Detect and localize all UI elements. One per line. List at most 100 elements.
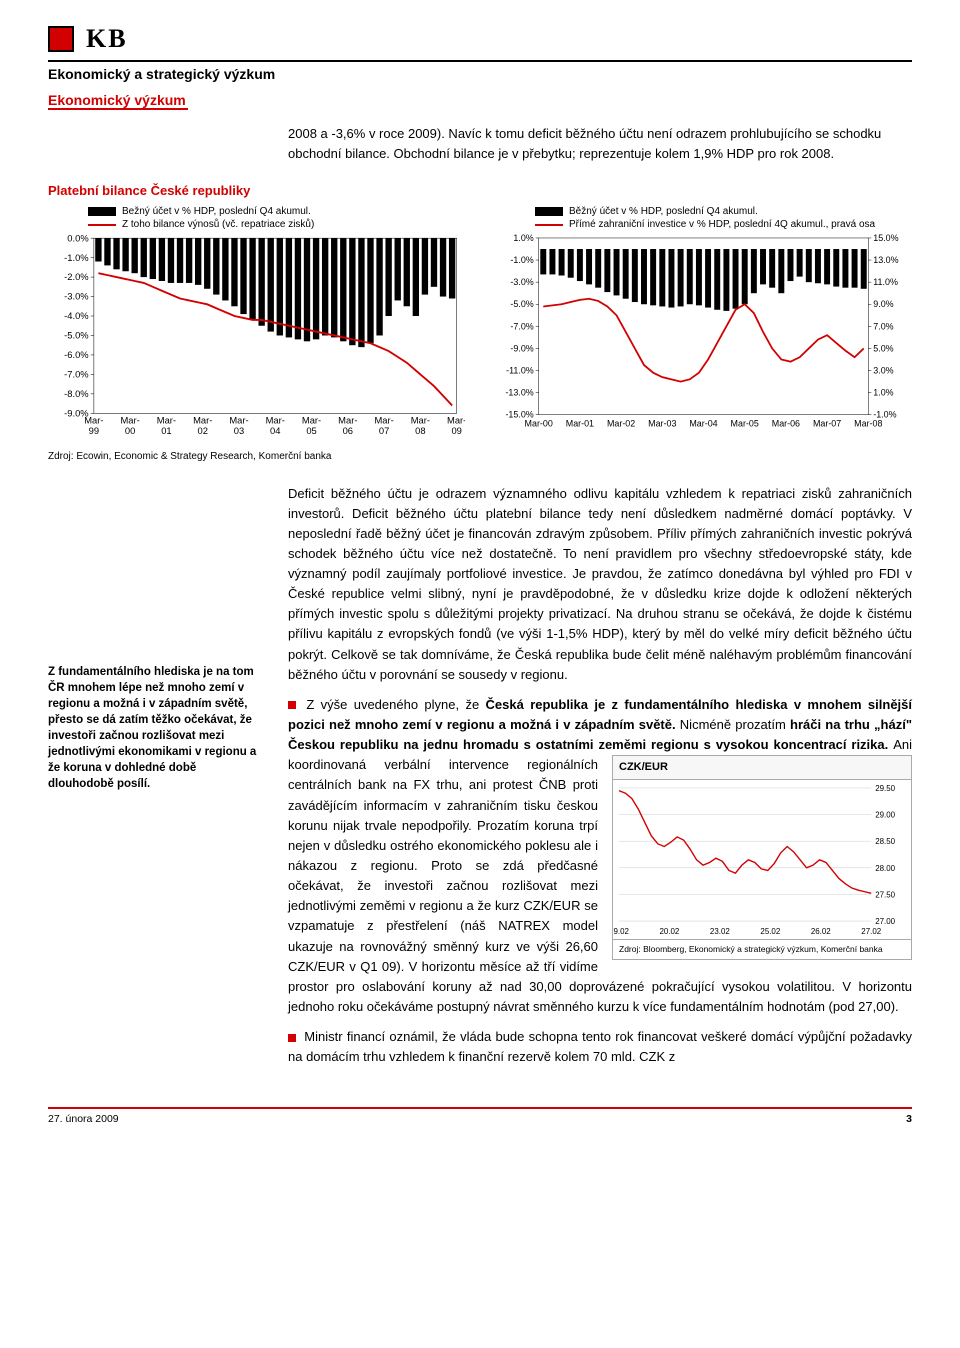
svg-text:09: 09: [451, 426, 461, 436]
svg-text:02: 02: [197, 426, 207, 436]
svg-text:28.00: 28.00: [875, 864, 895, 873]
side-note: Z fundamentálního hlediska je na tom ČR …: [48, 484, 264, 1078]
svg-text:05: 05: [306, 426, 316, 436]
svg-text:Mar-00: Mar-00: [525, 419, 553, 429]
svg-text:25.02: 25.02: [760, 927, 780, 936]
chart2-legend: Běžný účet v % HDP, poslední Q4 akumul. …: [495, 206, 912, 230]
czk-chart-svg: 29.50 29.00 28.50 28.00 27.50 27.00 19.02 20.02…: [613, 780, 911, 939]
chart1-legend: Bežný účet v % HDP, poslední Q4 akumul. …: [48, 206, 465, 230]
svg-text:Mar-: Mar-: [447, 416, 465, 426]
svg-text:Mar-: Mar-: [229, 416, 248, 426]
svg-text:Mar-01: Mar-01: [566, 419, 594, 429]
svg-text:26.02: 26.02: [811, 927, 831, 936]
svg-text:28.50: 28.50: [875, 838, 895, 847]
czk-chart-source: Zdroj: Bloomberg, Ekonomický a strategic…: [613, 939, 911, 959]
svg-text:29.00: 29.00: [875, 811, 895, 820]
header-rule: [48, 60, 912, 62]
bar-swatch-icon: [535, 207, 563, 216]
svg-text:Mar-05: Mar-05: [731, 419, 759, 429]
svg-text:Mar-04: Mar-04: [689, 419, 717, 429]
svg-text:3.0%: 3.0%: [873, 365, 893, 375]
svg-text:7.0%: 7.0%: [873, 321, 893, 331]
svg-text:-1.0%: -1.0%: [510, 255, 533, 265]
svg-text:13.0%: 13.0%: [873, 255, 898, 265]
svg-text:01: 01: [161, 426, 171, 436]
svg-text:29.50: 29.50: [875, 784, 895, 793]
paragraph-2: Z výše uvedeného plyne, že Česká republi…: [288, 695, 912, 1017]
svg-text:-11.0%: -11.0%: [506, 365, 534, 375]
bullet-icon: [288, 1034, 296, 1042]
czk-chart-title: CZK/EUR: [613, 756, 911, 780]
paragraph-3: Ministr financí oznámil, že vláda bude s…: [288, 1027, 912, 1067]
svg-text:Mar-06: Mar-06: [772, 419, 800, 429]
svg-text:-3.0%: -3.0%: [64, 292, 89, 302]
svg-text:Mar-: Mar-: [302, 416, 321, 426]
bullet-icon: [288, 701, 296, 709]
header-subtitle: Ekonomický výzkum: [48, 92, 912, 108]
chart1-legend-0: Bežný účet v % HDP, poslední Q4 akumul.: [122, 206, 311, 217]
chart2-container: Běžný účet v % HDP, poslední Q4 akumul. …: [495, 206, 912, 443]
chart2-legend-0: Běžný účet v % HDP, poslední Q4 akumul.: [569, 206, 758, 217]
svg-text:-5.0%: -5.0%: [510, 299, 533, 309]
subtitle-rule: [48, 108, 188, 110]
bar-swatch-icon: [88, 207, 116, 216]
svg-text:27.00: 27.00: [875, 917, 895, 926]
svg-text:Mar-08: Mar-08: [854, 419, 882, 429]
svg-text:04: 04: [270, 426, 280, 436]
svg-text:Mar-: Mar-: [338, 416, 357, 426]
body-columns: Z fundamentálního hlediska je na tom ČR …: [48, 484, 912, 1078]
chart1-legend-1: Z toho bilance výnosů (vč. repatriace zi…: [122, 219, 314, 230]
czk-eur-chart-box: CZK/EUR 29.50 29.00 28.50 28.00 27.50 27.00 19…: [612, 755, 912, 960]
footer-date: 27. února 2009: [48, 1113, 119, 1125]
svg-text:19.02: 19.02: [613, 927, 629, 936]
svg-text:Mar-: Mar-: [266, 416, 285, 426]
svg-text:08: 08: [415, 426, 425, 436]
line-swatch-icon: [88, 224, 116, 226]
svg-text:5.0%: 5.0%: [873, 343, 893, 353]
svg-text:-1.0%: -1.0%: [64, 253, 89, 263]
logo-square-icon: [48, 26, 74, 52]
charts-row: Bežný účet v % HDP, poslední Q4 akumul. …: [48, 206, 912, 443]
svg-text:1.0%: 1.0%: [513, 234, 533, 243]
svg-text:11.0%: 11.0%: [873, 277, 898, 287]
svg-text:23.02: 23.02: [710, 927, 730, 936]
chart1-container: Bežný účet v % HDP, poslední Q4 akumul. …: [48, 206, 465, 443]
svg-text:07: 07: [379, 426, 389, 436]
header-title: Ekonomický a strategický výzkum: [48, 66, 912, 82]
p2-prefix: Z výše uvedeného plyne, že: [306, 697, 485, 712]
svg-text:27.02: 27.02: [861, 927, 881, 936]
line-swatch-icon: [535, 224, 563, 226]
intro-paragraph: 2008 a -3,6% v roce 2009). Navíc k tomu …: [288, 124, 912, 163]
svg-text:Mar-: Mar-: [374, 416, 393, 426]
svg-text:-7.0%: -7.0%: [510, 321, 533, 331]
svg-text:03: 03: [234, 426, 244, 436]
svg-text:15.0%: 15.0%: [873, 234, 898, 243]
svg-text:-7.0%: -7.0%: [64, 370, 89, 380]
svg-text:-13.0%: -13.0%: [505, 388, 533, 398]
svg-text:20.02: 20.02: [659, 927, 679, 936]
svg-text:-8.0%: -8.0%: [64, 389, 89, 399]
svg-text:27.50: 27.50: [875, 891, 895, 900]
main-column: Deficit běžného účtu je odrazem významné…: [288, 484, 912, 1078]
svg-text:-2.0%: -2.0%: [64, 272, 89, 282]
chart2-svg: 1.0% -1.0% -3.0% -5.0% -7.0% -9.0% -11.0% -13.0…: [495, 234, 912, 433]
chart2-legend-1: Přímé zahraniční investice v % HDP, posl…: [569, 219, 875, 230]
svg-text:Mar-: Mar-: [411, 416, 430, 426]
header: KB: [48, 24, 912, 54]
svg-text:00: 00: [125, 426, 135, 436]
section-title: Platební bilance České republiky: [48, 183, 912, 198]
svg-text:-5.0%: -5.0%: [64, 331, 89, 341]
svg-text:-3.0%: -3.0%: [510, 277, 533, 287]
p3-text: Ministr financí oznámil, že vláda bude s…: [288, 1029, 912, 1064]
svg-text:Mar-: Mar-: [84, 416, 103, 426]
svg-text:99: 99: [89, 426, 99, 436]
svg-text:06: 06: [343, 426, 353, 436]
svg-text:Mar-02: Mar-02: [607, 419, 635, 429]
svg-text:1.0%: 1.0%: [873, 388, 893, 398]
svg-text:-4.0%: -4.0%: [64, 311, 89, 321]
chart1-svg: 0.0% -1.0% -2.0% -3.0% -4.0% -5.0% -6.0% -7.0% -…: [48, 234, 465, 443]
svg-text:-6.0%: -6.0%: [64, 350, 89, 360]
svg-text:0.0%: 0.0%: [67, 234, 88, 243]
logo-text: KB: [86, 24, 128, 54]
svg-text:-9.0%: -9.0%: [510, 343, 533, 353]
